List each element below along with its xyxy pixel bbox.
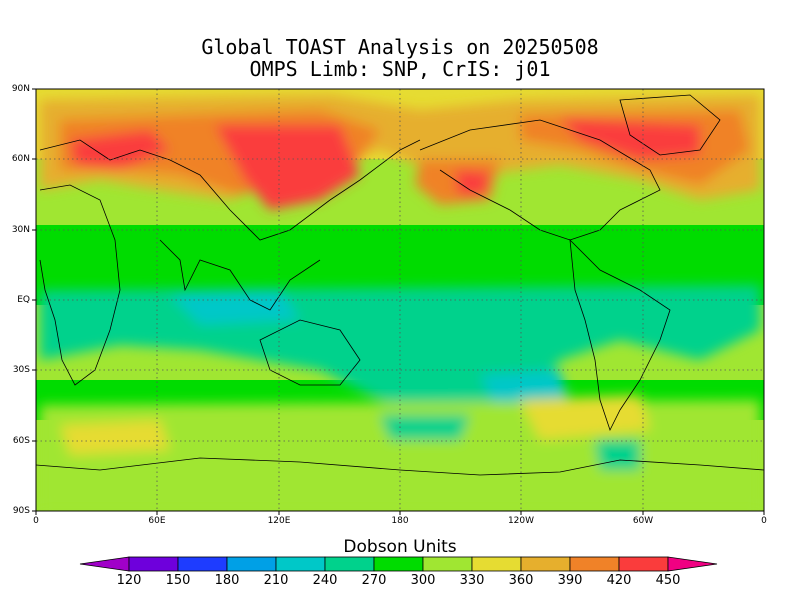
colorbar-swatch: [422, 556, 473, 572]
lat-label-30s: 30S: [12, 365, 30, 375]
colorbar-swatch: [618, 556, 669, 572]
colorbar-swatch: [324, 556, 375, 572]
title-line-1: Global TOAST Analysis on 20250508: [201, 35, 599, 59]
lat-label-90n: 90N: [11, 84, 30, 94]
lon-label-120w: 120W: [507, 516, 535, 526]
colorbar: [79, 556, 718, 572]
lat-label-60s: 60S: [12, 436, 30, 446]
colorbar-swatch: [226, 556, 277, 572]
colorbar-swatch: [275, 556, 326, 572]
colorbar-tick-label: 360: [508, 573, 534, 588]
lon-label-0-left: 0: [33, 516, 39, 526]
colorbar-tick-label: 270: [361, 573, 387, 588]
colorbar-swatch: [373, 556, 424, 572]
colorbar-tick-label: 390: [557, 573, 583, 588]
colorbar-tick-label: 150: [165, 573, 191, 588]
colorbar-tick-label: 210: [263, 573, 289, 588]
colorbar-tick-label: 330: [459, 573, 485, 588]
lon-label-0-right: 0: [761, 516, 767, 526]
colorbar-tick-label: 120: [116, 573, 142, 588]
lon-label-60w: 60W: [632, 516, 654, 526]
colorbar-tick-label: 450: [655, 573, 681, 588]
colorbar-tick-label: 300: [410, 573, 436, 588]
lat-label-90s: 90S: [12, 506, 30, 516]
lat-label-30n: 30N: [11, 225, 30, 235]
colorbar-swatch: [471, 556, 522, 572]
lon-label-180: 180: [391, 516, 409, 526]
lon-label-120e: 120E: [267, 516, 291, 526]
colorbar-tick-label: 180: [214, 573, 240, 588]
colorbar-swatch: [128, 556, 179, 572]
lon-label-60e: 60E: [148, 516, 166, 526]
colorbar-title: Dobson Units: [343, 537, 457, 557]
colorbar-swatch-low: [79, 556, 130, 572]
lat-label-eq: EQ: [17, 295, 30, 305]
coastlines: [36, 94, 764, 476]
colorbar-swatch: [520, 556, 571, 572]
colorbar-swatch: [177, 556, 228, 572]
colorbar-tick-label: 420: [606, 573, 632, 588]
colorbar-tick-label: 240: [312, 573, 338, 588]
colorbar-swatch: [569, 556, 620, 572]
title-line-2: OMPS Limb: SNP, CrIS: j01: [249, 57, 551, 81]
colorbar-swatch-high: [667, 556, 718, 572]
ozone-field: [36, 89, 764, 511]
lat-label-60n: 60N: [11, 154, 30, 164]
map-grid: [36, 89, 764, 511]
axis-ticks: [32, 88, 765, 515]
